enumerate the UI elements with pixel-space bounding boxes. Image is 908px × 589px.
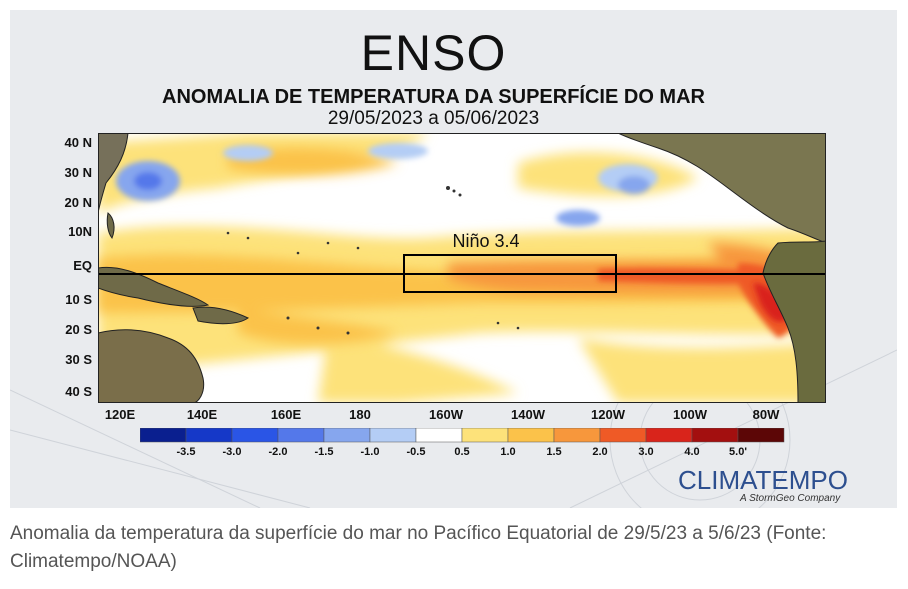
lon-label-100w: 100W (673, 407, 707, 422)
lon-label-160w: 160W (429, 407, 463, 422)
color-scale-label: -0.5 (406, 446, 426, 458)
color-scale-label: 4.0 (684, 446, 700, 458)
color-scale-label: -1.0 (360, 446, 380, 458)
nino34-box (403, 254, 617, 293)
color-swatch (323, 428, 371, 443)
lon-label-160e: 160E (270, 407, 302, 422)
color-scale-label: 0.5 (454, 446, 470, 458)
lat-label-eq: EQ (73, 258, 92, 273)
color-scale-label: -3.5 (176, 446, 196, 458)
stormgeo-tagline: A StormGeo Company (740, 493, 841, 504)
climatempo-logo: CLIMATEMPO (678, 465, 848, 495)
color-swatch (140, 428, 187, 443)
color-swatch (507, 428, 555, 443)
color-swatch (277, 428, 325, 443)
lon-label-120e: 120E (104, 407, 136, 422)
color-scale-label: -3.0 (222, 446, 242, 458)
color-scale-label: 5.0' (729, 446, 747, 458)
lat-label-10n: 10N (68, 224, 92, 239)
figure-caption: Anomalia da temperatura da superfície do… (10, 523, 827, 572)
color-swatch (645, 428, 693, 443)
color-swatch (737, 428, 785, 443)
color-scale-label: 3.0 (638, 446, 654, 458)
color-scale-label: 1.0 (500, 446, 516, 458)
lon-label-140w: 140W (511, 407, 545, 422)
color-swatch (369, 428, 417, 443)
enso-figure: ENSO ANOMALIA DE TEMPERATURA DA SUPERFÍC… (10, 10, 897, 508)
main-title: ENSO (360, 25, 507, 81)
lon-label-80w: 80W (752, 407, 780, 422)
color-swatch (415, 428, 463, 443)
color-swatch (461, 428, 509, 443)
map-subtitle: ANOMALIA DE TEMPERATURA DA SUPERFÍCIE DO… (162, 86, 705, 108)
color-scale-label: -2.0 (268, 446, 288, 458)
lat-label-30n: 30 N (64, 165, 92, 180)
lat-label-20n: 20 N (64, 195, 92, 210)
color-scale-bar (140, 428, 785, 443)
color-scale-label: 2.0 (592, 446, 608, 458)
date-range: 29/05/2023 a 05/06/2023 (327, 108, 540, 129)
lat-label-40s: 40 S (65, 384, 92, 399)
color-swatch (185, 428, 233, 443)
lon-label-180: 180 (349, 407, 371, 422)
lat-label-30s: 30 S (65, 352, 92, 367)
lat-label-20s: 20 S (65, 322, 92, 337)
color-swatch (553, 428, 601, 443)
color-scale-label: 1.5 (546, 446, 562, 458)
color-scale-label: -1.5 (314, 446, 334, 458)
lon-label-120w: 120W (591, 407, 625, 422)
sst-anomaly-map: Niño 3.4 (98, 133, 826, 403)
color-swatch (231, 428, 279, 443)
color-swatch (599, 428, 647, 443)
lat-label-40n: 40 N (64, 135, 92, 150)
lon-label-140e: 140E (186, 407, 218, 422)
color-swatch (691, 428, 739, 443)
nino34-label: Niño 3.4 (452, 231, 519, 251)
lat-label-10s: 10 S (65, 292, 92, 307)
